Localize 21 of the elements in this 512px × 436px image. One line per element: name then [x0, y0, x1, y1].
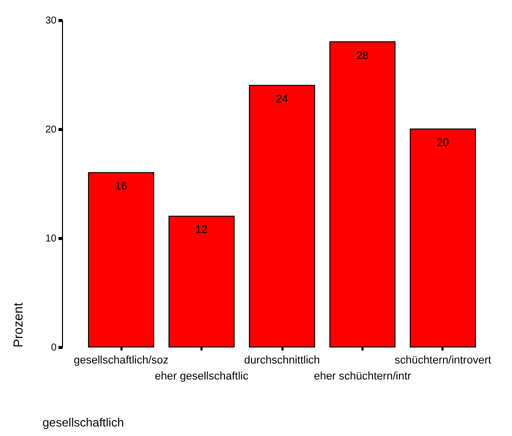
- bar: [248, 84, 316, 348]
- bar: [88, 172, 154, 348]
- x-axis-title: gesellschaftlich: [42, 416, 124, 430]
- x-tick-label: schüchtern/introvert: [394, 354, 492, 366]
- y-axis-title: Prozent: [10, 302, 26, 348]
- y-tick-label: 20: [45, 124, 57, 136]
- data-label: 28: [356, 50, 369, 62]
- data-label: 12: [195, 224, 208, 236]
- x-tick-label: eher gesellschaftlic: [154, 370, 249, 382]
- data-label: 20: [436, 137, 450, 149]
- bar: [168, 216, 235, 348]
- data-label: 16: [114, 180, 128, 193]
- bar: [329, 41, 396, 348]
- x-tick-label: durchschnittlich: [244, 354, 320, 366]
- bar: [410, 128, 476, 348]
- y-tick-label: 0: [50, 342, 57, 354]
- data-label: 24: [276, 93, 288, 106]
- x-tick-label: eher schüchtern/intr: [314, 370, 412, 382]
- x-tick-label: gesellschaftlich/soz: [74, 354, 169, 366]
- y-tick-label: 30: [45, 16, 57, 26]
- y-tick-label: 10: [45, 234, 57, 244]
